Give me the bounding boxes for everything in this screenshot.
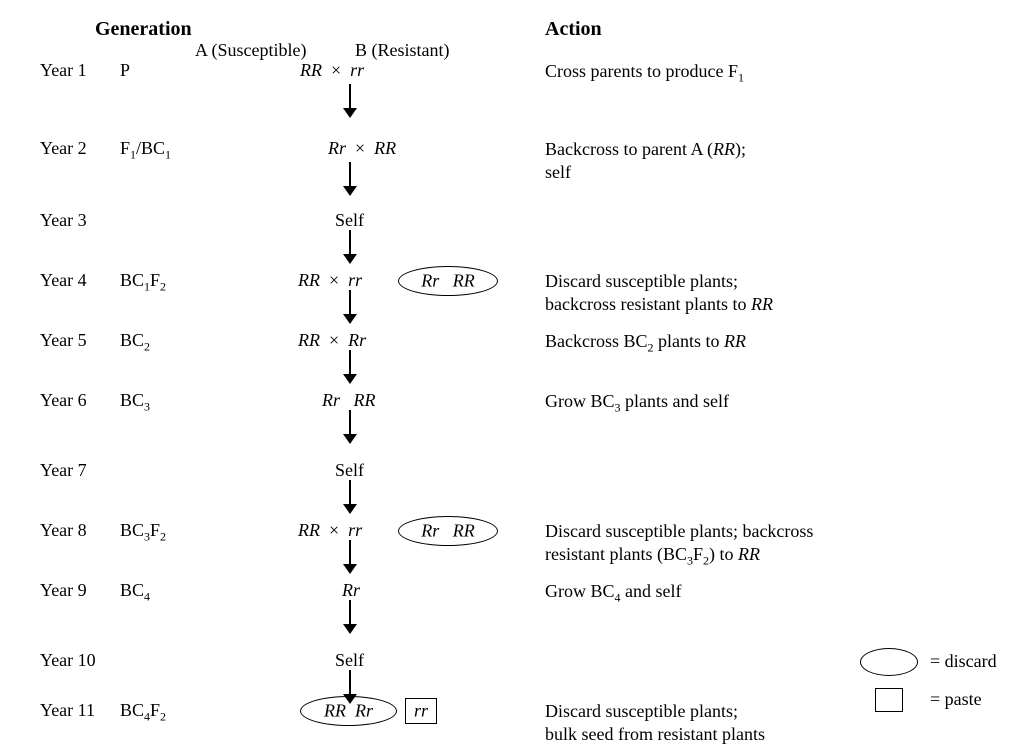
genotype-cross: Self — [335, 460, 364, 481]
parent-a-label: A (Susceptible) — [195, 40, 306, 61]
down-arrow-icon — [343, 350, 357, 384]
action-text: Backcross BC2 plants to RR — [545, 330, 746, 356]
down-arrow-icon — [343, 540, 357, 574]
year-label: Year 6 — [40, 390, 87, 411]
discard-ellipse: Rr RR — [398, 266, 498, 296]
year-label: Year 11 — [40, 700, 95, 721]
down-arrow-icon — [343, 480, 357, 514]
down-arrow-icon — [343, 162, 357, 196]
generation-label: P — [120, 60, 130, 81]
discard-ellipse: Rr RR — [398, 516, 498, 546]
legend-ellipse-icon — [860, 648, 918, 676]
genotype-cross: RR × rr — [300, 60, 364, 81]
year-label: Year 1 — [40, 60, 87, 81]
year-label: Year 10 — [40, 650, 96, 671]
year-label: Year 9 — [40, 580, 87, 601]
generation-label: BC3 — [120, 390, 150, 415]
legend-rect-icon — [875, 688, 903, 712]
legend-discard-label: = discard — [930, 651, 997, 672]
action-text: Grow BC3 plants and self — [545, 390, 729, 416]
genotype-cross: RR × rr — [298, 270, 362, 291]
year-label: Year 3 — [40, 210, 87, 231]
year-label: Year 4 — [40, 270, 87, 291]
generation-label: BC4F2 — [120, 700, 166, 725]
action-text: Discard susceptible plants;backcross res… — [545, 270, 773, 317]
genotype-cross: Rr × RR — [328, 138, 396, 159]
header-action: Action — [545, 18, 602, 41]
action-text: Discard susceptible plants; backcrossres… — [545, 520, 813, 570]
down-arrow-icon — [343, 600, 357, 634]
generation-label: BC3F2 — [120, 520, 166, 545]
down-arrow-icon — [343, 230, 357, 264]
genotype-cross: Rr — [342, 580, 360, 601]
genotype-cross: RR × Rr — [298, 330, 366, 351]
action-text: Grow BC4 and self — [545, 580, 682, 606]
paste-rect: rr — [405, 698, 437, 724]
legend-paste-label: = paste — [930, 689, 982, 710]
year-label: Year 2 — [40, 138, 87, 159]
action-text: Cross parents to produce F1 — [545, 60, 744, 86]
down-arrow-icon — [343, 84, 357, 118]
year-label: Year 5 — [40, 330, 87, 351]
header-generation: Generation — [95, 18, 192, 41]
genotype-cross: Self — [335, 650, 364, 671]
parent-b-label: B (Resistant) — [355, 40, 450, 61]
action-text: Discard susceptible plants;bulk seed fro… — [545, 700, 765, 747]
genotype-cross: Self — [335, 210, 364, 231]
generation-label: BC4 — [120, 580, 150, 605]
genotype-cross: Rr RR — [322, 390, 376, 411]
action-text: Backcross to parent A (RR);self — [545, 138, 746, 185]
generation-label: BC2 — [120, 330, 150, 355]
generation-label: BC1F2 — [120, 270, 166, 295]
down-arrow-icon — [343, 290, 357, 324]
down-arrow-icon — [343, 670, 357, 704]
year-label: Year 7 — [40, 460, 87, 481]
year-label: Year 8 — [40, 520, 87, 541]
generation-label: F1/BC1 — [120, 138, 171, 163]
genotype-cross: RR × rr — [298, 520, 362, 541]
down-arrow-icon — [343, 410, 357, 444]
